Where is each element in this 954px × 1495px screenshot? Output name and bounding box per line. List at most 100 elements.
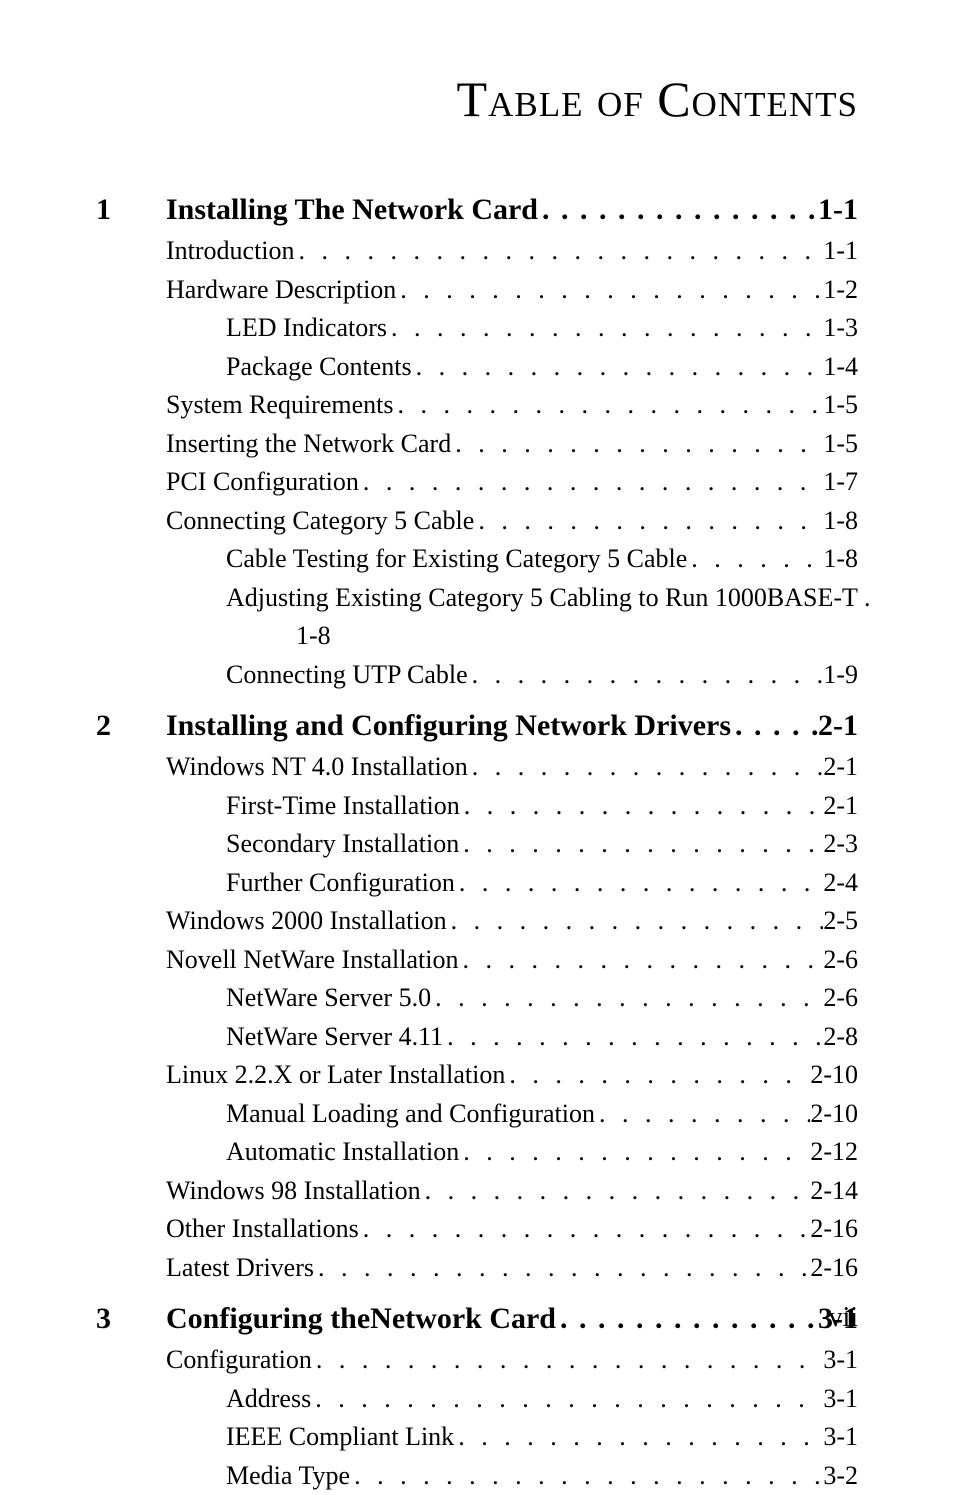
entry-label: Other Installations bbox=[166, 1210, 359, 1248]
toc-entry: Connecting Category 5 Cable. . . . . . .… bbox=[166, 502, 858, 540]
entry-page-ref: 2-10 bbox=[810, 1095, 858, 1133]
toc-entry: Manual Loading and Configuration. . . . … bbox=[226, 1095, 858, 1133]
entry-page-ref: 1-5 bbox=[823, 425, 858, 463]
entry-page-ref: 2-6 bbox=[823, 941, 858, 979]
leader-dots: . . . . . . . . . . . . . . . . . . . . … bbox=[350, 1457, 823, 1495]
entry-label: LED Indicators bbox=[226, 309, 387, 347]
chapter-number: 3 bbox=[96, 1297, 166, 1341]
entry-label: First-Time Installation bbox=[226, 787, 460, 825]
leader-dots: . . . . . . . . . . . . . . . . . . . . … bbox=[387, 309, 823, 347]
leader-dots: . . . . . . . . . . . . . . . . . . . . … bbox=[687, 540, 823, 578]
entry-page-ref: 1-5 bbox=[823, 386, 858, 424]
toc-entry: Inserting the Network Card. . . . . . . … bbox=[166, 425, 858, 463]
entry-label: NetWare Server 5.0 bbox=[226, 979, 431, 1017]
leader-dots: . . . . . . . . . . . . . . . . . . . . … bbox=[505, 1056, 810, 1094]
toc-entry: Linux 2.2.X or Later Installation. . . .… bbox=[166, 1056, 858, 1094]
chapter-title: Installing and Configuring Network Drive… bbox=[166, 704, 731, 748]
toc-entry: Secondary Installation. . . . . . . . . … bbox=[226, 825, 858, 863]
entry-label: IEEE Compliant Link bbox=[226, 1418, 454, 1456]
entry-label: Novell NetWare Installation bbox=[166, 941, 458, 979]
toc-entry: Windows 2000 Installation. . . . . . . .… bbox=[166, 902, 858, 940]
entry-label: Connecting UTP Cable bbox=[226, 656, 468, 694]
toc-entry: LED Indicators. . . . . . . . . . . . . … bbox=[226, 309, 858, 347]
entry-label: System Requirements bbox=[166, 386, 393, 424]
toc-container: 1Installing The Network Card. . . . . . … bbox=[96, 188, 858, 1495]
leader-dots: . . . . . . . . . . . . . . . . . . . . … bbox=[443, 1018, 823, 1056]
entry-label: Adjusting Existing Category 5 Cabling to… bbox=[226, 579, 858, 617]
entry-label: Automatic Installation bbox=[226, 1133, 459, 1171]
page: Table of Contents 1Installing The Networ… bbox=[0, 0, 954, 1388]
entry-page-ref: . bbox=[858, 579, 871, 617]
entry-page-ref: 1-9 bbox=[823, 656, 858, 694]
entry-page-ref: 3-1 bbox=[823, 1418, 858, 1456]
leader-dots: . . . . . . . . . . . . . . . . . . . . … bbox=[455, 864, 823, 902]
leader-dots: . . . . . . . . . . . . . . . . . . . . … bbox=[454, 1418, 823, 1456]
toc-entry: IEEE Compliant Link. . . . . . . . . . .… bbox=[226, 1418, 858, 1456]
entry-page-ref: 1-2 bbox=[823, 271, 858, 309]
toc-entry: System Requirements. . . . . . . . . . .… bbox=[166, 386, 858, 424]
entry-page-ref: 1-8 bbox=[823, 502, 858, 540]
entry-page-ref: 1-3 bbox=[823, 309, 858, 347]
leader-dots: . . . . . . . . . . . . . . . . . . . . … bbox=[460, 787, 824, 825]
entry-label: PCI Configuration bbox=[166, 463, 359, 501]
leader-dots: . . . . . . . . . . . . . . . . . . . . … bbox=[458, 941, 823, 979]
entry-page-ref: 2-1 bbox=[823, 748, 858, 786]
toc-entry: Hardware Description. . . . . . . . . . … bbox=[166, 271, 858, 309]
entry-page-ref: 2-8 bbox=[823, 1018, 858, 1056]
entry-label: Inserting the Network Card bbox=[166, 425, 451, 463]
leader-dots: . . . . . . . . . . . . . . . . . . . . … bbox=[459, 1133, 810, 1171]
chapter-title: Configuring theNetwork Card bbox=[166, 1297, 556, 1341]
leader-dots: . . . . . . . . . . . . . . . . . . . . … bbox=[396, 271, 823, 309]
entry-label: Connecting Category 5 Cable bbox=[166, 502, 474, 540]
toc-entry: Media Type. . . . . . . . . . . . . . . … bbox=[226, 1457, 858, 1495]
leader-dots: . . . . . . . . . . . . . . . . . . . . … bbox=[421, 1172, 811, 1210]
leader-dots: . . . . . . . . . . . . . . . . . . . . … bbox=[359, 1210, 811, 1248]
entry-page-ref: 1-1 bbox=[823, 232, 858, 270]
leader-dots: . . . . . . . . . . . . . . . . . . . . … bbox=[731, 704, 818, 748]
toc-entry: Automatic Installation. . . . . . . . . … bbox=[226, 1133, 858, 1171]
page-title: Table of Contents bbox=[96, 70, 858, 128]
entry-label: NetWare Server 4.11 bbox=[226, 1018, 443, 1056]
chapter-page-ref: 2-1 bbox=[818, 704, 858, 748]
leader-dots: . . . . . . . . . . . . . . . . . . . . … bbox=[412, 348, 824, 386]
leader-dots: . . . . . . . . . . . . . . . . . . . . … bbox=[311, 1380, 823, 1418]
entry-label: Further Configuration bbox=[226, 864, 455, 902]
leader-dots: . . . . . . . . . . . . . . . . . . . . … bbox=[538, 188, 818, 232]
toc-entry: Adjusting Existing Category 5 Cabling to… bbox=[226, 579, 858, 617]
chapter-row: 2Installing and Configuring Network Driv… bbox=[96, 704, 858, 748]
entry-page-ref: 2-5 bbox=[823, 902, 858, 940]
entry-label: Manual Loading and Configuration bbox=[226, 1095, 595, 1133]
toc-entry: Connecting UTP Cable. . . . . . . . . . … bbox=[226, 656, 858, 694]
entry-page-ref: 1-8 bbox=[823, 540, 858, 578]
entry-page-ref: 3-1 bbox=[823, 1341, 858, 1379]
entry-label: Hardware Description bbox=[166, 271, 396, 309]
leader-dots: . . . . . . . . . . . . . . . . . . . . … bbox=[314, 1249, 810, 1287]
entry-page-ref: 2-1 bbox=[823, 787, 858, 825]
entry-page-ref: 1-4 bbox=[823, 348, 858, 386]
entry-label: Configuration bbox=[166, 1341, 312, 1379]
entry-label: Package Contents bbox=[226, 348, 412, 386]
toc-entry: Package Contents. . . . . . . . . . . . … bbox=[226, 348, 858, 386]
chapter-number: 2 bbox=[96, 704, 166, 748]
entry-page-ref: 2-14 bbox=[810, 1172, 858, 1210]
page-number-roman: vii bbox=[828, 1302, 858, 1334]
toc-entry: Address. . . . . . . . . . . . . . . . .… bbox=[226, 1380, 858, 1418]
toc-entry: Further Configuration. . . . . . . . . .… bbox=[226, 864, 858, 902]
leader-dots: . . . . . . . . . . . . . . . . . . . . … bbox=[359, 463, 823, 501]
leader-dots: . . . . . . . . . . . . . . . . . . . . … bbox=[295, 232, 824, 270]
entry-page-ref: 2-3 bbox=[823, 825, 858, 863]
entry-page-ref: 2-16 bbox=[810, 1210, 858, 1248]
entry-label: Secondary Installation bbox=[226, 825, 459, 863]
toc-entry: Other Installations. . . . . . . . . . .… bbox=[166, 1210, 858, 1248]
toc-entry: Configuration. . . . . . . . . . . . . .… bbox=[166, 1341, 858, 1379]
entry-page-ref: 2-4 bbox=[823, 864, 858, 902]
entry-label: Latest Drivers bbox=[166, 1249, 314, 1287]
entry-label: Introduction bbox=[166, 232, 295, 270]
entry-page-ref: 2-12 bbox=[810, 1133, 858, 1171]
toc-entry: NetWare Server 5.0. . . . . . . . . . . … bbox=[226, 979, 858, 1017]
entry-page-ref: 2-6 bbox=[823, 979, 858, 1017]
leader-dots: . . . . . . . . . . . . . . . . . . . . … bbox=[393, 386, 823, 424]
chapter-title: Installing The Network Card bbox=[166, 188, 538, 232]
chapter-page-ref: 1-1 bbox=[818, 188, 858, 232]
chapter-row: 1Installing The Network Card. . . . . . … bbox=[96, 188, 858, 232]
